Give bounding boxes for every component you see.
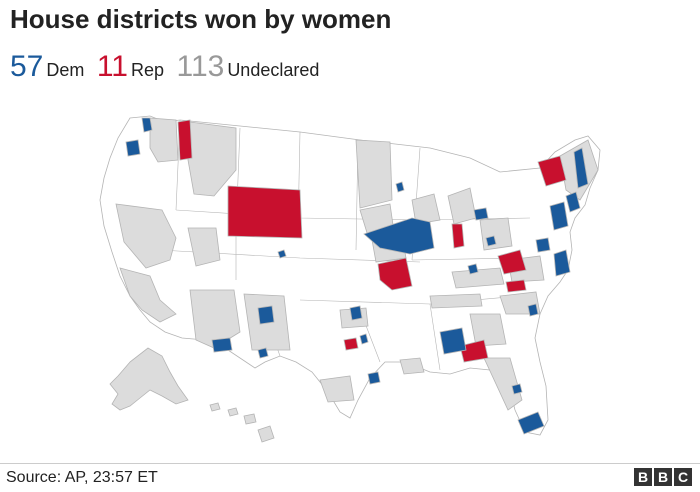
source-note: Source: AP, 23:57 ET <box>6 469 158 486</box>
dem-los-angeles <box>211 337 233 353</box>
undeclared-georgia <box>469 313 507 347</box>
dem-dc-maryland <box>535 237 551 253</box>
rep-tennessee <box>505 279 527 293</box>
dem-pennsylvania-nj <box>549 201 569 231</box>
undeclared-idaho-montana <box>187 121 237 197</box>
bbc-logo-letter-3: C <box>674 468 692 486</box>
rep-missouri <box>377 257 413 291</box>
dem-colorado <box>277 249 287 259</box>
undeclared-texas <box>319 375 355 403</box>
undeclared-northwest <box>149 117 179 163</box>
rep-indiana <box>451 223 465 249</box>
legend-rep-count: 11 <box>96 50 128 83</box>
hawaii-island-4 <box>257 425 275 443</box>
legend: 57 Dem 11 Rep 113 Undeclared <box>10 50 327 84</box>
legend-undeclared: 113 Undeclared <box>176 50 319 84</box>
rep-washington <box>177 119 193 161</box>
dem-michigan <box>473 207 489 221</box>
undeclared-kentucky <box>451 267 505 289</box>
legend-dem-label: Dem <box>46 60 85 80</box>
dem-new-york-city <box>565 191 581 213</box>
rep-wyoming <box>227 185 303 239</box>
rep-texas-north <box>343 337 359 351</box>
rep-new-york <box>537 155 567 187</box>
dem-virginia <box>553 249 571 277</box>
dem-las-vegas <box>257 305 275 325</box>
footer-divider <box>0 463 700 464</box>
hawaii-island-3 <box>243 413 257 425</box>
legend-undeclared-label: Undeclared <box>227 60 320 80</box>
dem-florida-miami <box>517 411 545 435</box>
undeclared-wisconsin <box>411 193 441 225</box>
legend-dem: 57 Dem <box>10 50 84 84</box>
bbc-logo-letter-2: B <box>654 468 672 486</box>
dem-florida-gulf <box>511 383 523 395</box>
chart-title: House districts won by women <box>10 4 392 34</box>
dem-seattle <box>141 117 153 133</box>
hawaii-island-1 <box>209 402 221 412</box>
dem-ohio <box>485 235 497 247</box>
legend-rep: 11 Rep <box>97 50 164 84</box>
dem-arizona <box>257 347 269 359</box>
dem-illinois-chicago <box>363 217 435 255</box>
undeclared-florida <box>483 357 523 411</box>
us-district-map <box>0 100 700 462</box>
dem-kentucky <box>467 263 479 275</box>
dem-texas <box>359 333 369 345</box>
undeclared-california <box>119 267 177 323</box>
dem-minnesota <box>395 181 405 193</box>
dem-north-carolina <box>527 303 539 317</box>
rep-alabama <box>459 339 489 363</box>
undeclared-ohio <box>479 217 513 251</box>
undeclared-tennessee <box>429 293 483 309</box>
dem-portland <box>125 139 141 157</box>
legend-dem-count: 57 <box>10 50 44 83</box>
undeclared-louisiana <box>399 357 425 375</box>
alaska-outline <box>109 347 189 411</box>
bbc-logo: B B C <box>634 468 692 486</box>
hawaii-island-2 <box>227 407 239 417</box>
dem-houston <box>367 371 381 385</box>
legend-rep-label: Rep <box>131 60 165 80</box>
undeclared-utah <box>187 227 221 267</box>
bbc-logo-letter-1: B <box>634 468 652 486</box>
rep-west-virginia <box>497 249 527 275</box>
legend-undeclared-count: 113 <box>176 50 225 83</box>
undeclared-nevada <box>115 203 177 269</box>
dem-georgia-atlanta <box>439 327 467 355</box>
undeclared-dakotas <box>355 139 393 209</box>
dem-new-england <box>573 147 589 189</box>
dem-kansas <box>349 305 363 321</box>
map-svg <box>99 115 601 443</box>
